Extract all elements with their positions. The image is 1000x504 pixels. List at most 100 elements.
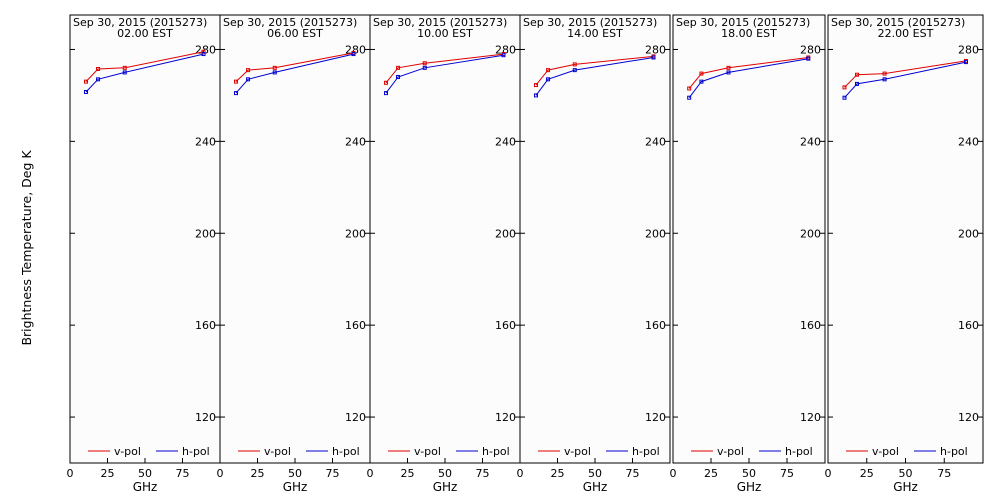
legend-label: v-pol [414, 445, 441, 458]
data-point-v-pol [546, 68, 551, 73]
data-point-h-pol [806, 56, 811, 61]
series-line-v-pol [844, 60, 967, 88]
x-tick-label: 75 [176, 467, 190, 480]
plot-frame [69, 14, 221, 464]
x-tick-label: 50 [899, 467, 913, 480]
data-point-v-pol [533, 83, 538, 88]
series-line-h-pol [844, 61, 967, 99]
y-tick-label: 160 [495, 319, 516, 332]
plot-frame [519, 14, 671, 464]
y-tick-label: 240 [345, 135, 366, 148]
series-line-h-pol [688, 58, 809, 99]
y-tick-label: 200 [958, 227, 979, 240]
legend-label: v-pol [872, 445, 899, 458]
x-tick-label: 25 [860, 467, 874, 480]
x-axis-label: GHz [133, 480, 158, 494]
y-tick-label: 240 [495, 135, 516, 148]
panel-title: Sep 30, 2015 (2015273) [73, 16, 207, 29]
y-tick-label: 160 [800, 319, 821, 332]
legend-label: h-pol [482, 445, 510, 458]
data-point-h-pol [651, 55, 656, 60]
data-point-v-pol [854, 72, 859, 77]
x-tick-label: 50 [138, 467, 152, 480]
x-tick-label: 25 [101, 467, 115, 480]
data-point-h-pol [687, 95, 692, 100]
panel-subtitle: 22.00 EST [878, 27, 934, 40]
data-point-h-pol [842, 95, 847, 100]
data-point-h-pol [96, 77, 101, 82]
data-point-v-pol [396, 65, 401, 70]
data-point-v-pol [233, 79, 238, 84]
x-tick-label: 75 [937, 467, 951, 480]
panel-subtitle: 06.00 EST [267, 27, 323, 40]
legend-label: v-pol [264, 445, 291, 458]
y-tick-label: 280 [958, 43, 979, 56]
data-point-v-pol [383, 80, 388, 85]
panel-title: Sep 30, 2015 (2015273) [676, 16, 810, 29]
x-tick-label: 0 [825, 467, 832, 480]
data-point-v-pol [726, 65, 731, 70]
series-line-v-pol [535, 55, 654, 86]
x-tick-label: 0 [67, 467, 74, 480]
data-point-h-pol [501, 53, 506, 58]
y-tick-label: 280 [495, 43, 516, 56]
data-point-h-pol [546, 77, 551, 82]
data-point-v-pol [422, 61, 427, 66]
data-point-h-pol [726, 70, 731, 75]
data-point-h-pol [699, 79, 704, 84]
x-tick-label: 50 [288, 467, 302, 480]
data-point-h-pol [122, 70, 127, 75]
y-tick-label: 160 [958, 319, 979, 332]
panel-title: Sep 30, 2015 (2015273) [373, 16, 507, 29]
data-point-h-pol [963, 60, 968, 65]
data-point-v-pol [699, 71, 704, 76]
data-point-v-pol [201, 49, 206, 54]
panel-title: Sep 30, 2015 (2015273) [223, 16, 357, 29]
legend-label: h-pol [785, 445, 813, 458]
x-tick-label: 75 [780, 467, 794, 480]
y-tick-label: 200 [195, 227, 216, 240]
legend-label: h-pol [632, 445, 660, 458]
legend-label: v-pol [114, 445, 141, 458]
data-point-h-pol [383, 91, 388, 96]
series-line-v-pol [235, 52, 354, 82]
x-tick-label: 25 [251, 467, 265, 480]
x-tick-label: 75 [626, 467, 640, 480]
legend-label: v-pol [564, 445, 591, 458]
y-tick-label: 240 [958, 135, 979, 148]
x-tick-label: 25 [401, 467, 415, 480]
series-line-v-pol [85, 51, 204, 82]
series-line-h-pol [535, 57, 654, 96]
data-point-h-pol [572, 68, 577, 73]
y-tick-label: 280 [800, 43, 821, 56]
x-tick-label: 50 [438, 467, 452, 480]
plot-frame [827, 14, 984, 464]
data-point-v-pol [83, 79, 88, 84]
y-tick-label: 160 [645, 319, 666, 332]
data-point-v-pol [882, 71, 887, 76]
x-tick-label: 50 [588, 467, 602, 480]
data-point-h-pol [233, 91, 238, 96]
series-line-h-pol [85, 53, 204, 93]
y-tick-label: 120 [800, 411, 821, 424]
panel-subtitle: 14.00 EST [567, 27, 623, 40]
x-tick-label: 75 [476, 467, 490, 480]
legend-label: h-pol [182, 445, 210, 458]
x-tick-label: 0 [517, 467, 524, 480]
data-point-v-pol [246, 68, 251, 73]
x-axis-label: GHz [283, 480, 308, 494]
series-line-v-pol [688, 57, 809, 89]
data-point-h-pol [882, 77, 887, 82]
data-point-h-pol [533, 93, 538, 98]
series-line-v-pol [385, 53, 504, 84]
data-point-v-pol [572, 62, 577, 67]
legend-label: v-pol [717, 445, 744, 458]
legend-label: h-pol [940, 445, 968, 458]
panel-subtitle: 18.00 EST [721, 27, 777, 40]
data-point-h-pol [422, 65, 427, 70]
y-tick-label: 160 [195, 319, 216, 332]
y-tick-label: 200 [800, 227, 821, 240]
panel-5: Sep 30, 2015 (2015273)18.00 EST 120 160 200… [670, 14, 826, 494]
data-point-h-pol [272, 70, 277, 75]
